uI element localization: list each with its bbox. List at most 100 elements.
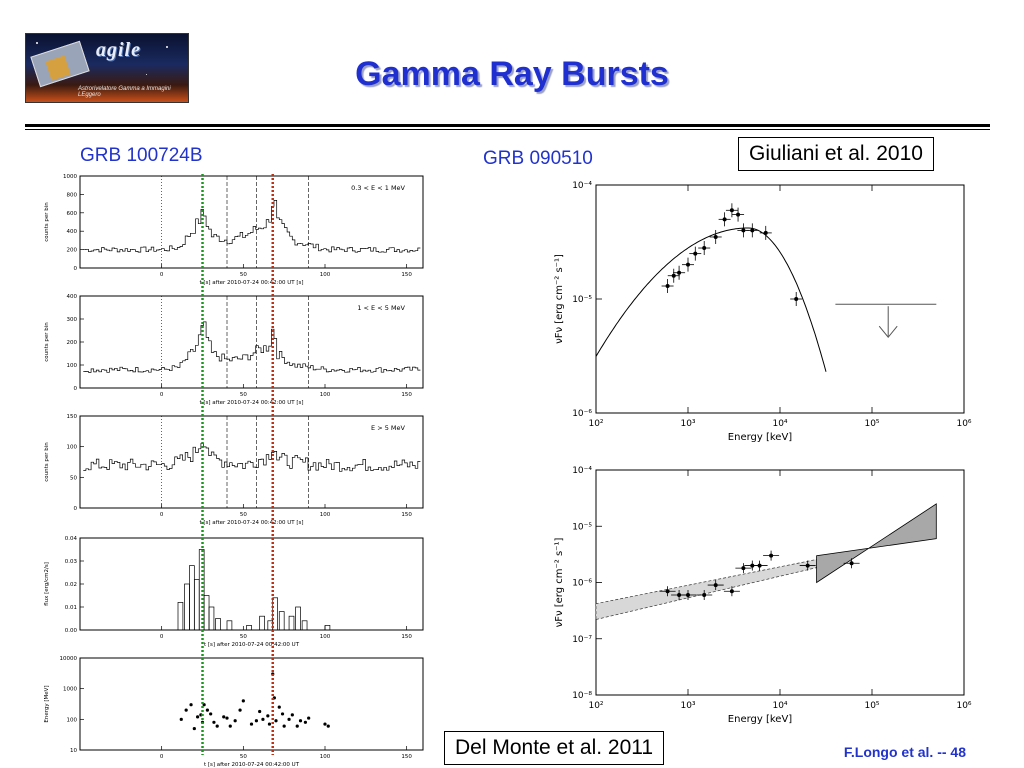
logo-subtitle: Astrorivelatore Gamma a Immagini LEggero <box>78 86 171 98</box>
panel-0-lightcurve <box>83 200 421 253</box>
top-data-point <box>794 297 799 301</box>
panel-2-ytick-label: 150 <box>67 414 78 420</box>
panel-frame-4 <box>79 657 424 751</box>
sp-bot-ylabel: νFν [erg cm⁻² s⁻¹] <box>554 538 565 628</box>
flux-bar <box>189 565 195 631</box>
bottom-data-point <box>713 583 718 588</box>
panel-3-xtick-label: 50 <box>240 634 247 640</box>
sp-bot-xlabel: Energy [keV] <box>728 714 793 725</box>
panel-1-ylabel: counts per bin <box>44 322 50 362</box>
photon-point <box>326 724 330 728</box>
agile-logo: agile Astrorivelatore Gamma a Immagini L… <box>25 33 189 103</box>
citation-del-monte: Del Monte et al. 2011 <box>444 731 665 765</box>
flux-bar <box>278 611 285 631</box>
bottom-data-point <box>741 566 746 571</box>
panel-2-xtick-label: 150 <box>401 512 412 518</box>
panel-0-xtick-label: 0 <box>160 272 164 278</box>
panel-1-lightcurve <box>83 321 421 373</box>
flux-bar <box>259 615 265 631</box>
panel-0-ytick-label: 800 <box>67 192 78 198</box>
panel-3-xtick-label: 150 <box>401 634 412 640</box>
panel-frame-0 <box>79 175 424 269</box>
sp-top-ytick-label: 10⁻⁴ <box>572 181 592 191</box>
panel-2-ylabel: counts per bin <box>44 442 50 482</box>
bottom-bowtie-high <box>816 503 937 584</box>
flux-bar <box>203 595 210 631</box>
panel-3-ytick-label: 0.01 <box>65 605 77 611</box>
photon-point <box>290 713 294 717</box>
flux-bar <box>193 579 200 631</box>
panel-3-xtick-label: 100 <box>320 634 331 640</box>
photon-point <box>261 717 265 721</box>
top-data-point <box>665 284 670 289</box>
panel-4-ylabel: Energy [MeV] <box>44 685 50 722</box>
sp-top-ytick-label: 10⁻⁵ <box>572 295 592 305</box>
flux-bar <box>272 597 278 631</box>
left-grb-label: GRB 100724B <box>80 145 203 166</box>
sp-bot-ytick-label: 10⁻⁸ <box>572 691 592 701</box>
panel-3-xtick-label: 0 <box>160 634 164 640</box>
panel-3-ytick-label: 0.02 <box>65 582 77 588</box>
photon-point <box>277 705 281 709</box>
panel-3-ylabel: flux [erg/cm2/s] <box>44 562 50 606</box>
bottom-data-point <box>769 553 774 558</box>
top-data-point <box>671 273 676 278</box>
photon-point <box>233 719 237 723</box>
panel-0-band-label: 0.3 < E < 1 MeV <box>351 184 405 192</box>
photon-point <box>282 724 286 728</box>
sp-bot-xtick-label: 10² <box>588 701 603 711</box>
sp-top-xtick-label: 10⁶ <box>956 419 971 429</box>
panel-1-ytick-label: 200 <box>67 340 78 346</box>
photon-point <box>267 722 272 726</box>
photon-point <box>189 703 193 707</box>
panel-1-ytick-label: 400 <box>67 294 78 300</box>
photon-point <box>287 717 291 721</box>
spectrum-bottom: 10² 10³ 10⁴ 10⁵ 10⁶ 10⁻⁴ 10⁻⁵ 10⁻⁶ 10⁻⁷ 10⁻⁸ Energ… <box>554 466 972 725</box>
top-data-point <box>741 228 746 233</box>
photon-point <box>222 715 226 719</box>
bottom-data-point <box>729 589 734 594</box>
top-data-point <box>686 262 690 267</box>
panel-0-xtick-label: 100 <box>320 272 331 278</box>
title-rule-thin <box>25 129 990 130</box>
flux-bar <box>215 618 221 631</box>
panel-0-ylabel: counts per bin <box>44 202 50 242</box>
photon-point <box>228 724 232 728</box>
photon-point <box>238 708 242 712</box>
top-model-curve <box>595 227 827 372</box>
page-title: Gamma Ray Bursts <box>355 55 669 93</box>
right-grb-label: GRB 090510 <box>483 148 593 169</box>
panel-4-xtick-label: 0 <box>160 754 164 760</box>
photon-point <box>295 724 299 728</box>
panel-1-ytick-label: 0 <box>74 386 78 392</box>
bottom-data-point <box>677 592 682 597</box>
sp-bot-ytick-label: 10⁻⁵ <box>572 522 592 532</box>
flux-bar <box>226 620 233 631</box>
bottom-data-point <box>702 592 707 597</box>
photon-point <box>192 726 196 731</box>
photon-point <box>225 716 229 720</box>
photon-point <box>274 719 278 723</box>
panel-1-xtick-label: 150 <box>401 392 412 398</box>
top-data-point <box>713 234 718 239</box>
photon-point <box>179 717 183 721</box>
flux-bar <box>246 625 252 631</box>
panel-0-ytick-label: 400 <box>67 229 78 235</box>
panel-2-ytick-label: 0 <box>74 506 78 512</box>
flux-bar <box>288 615 295 631</box>
sp-bot-ytick-label: 10⁻⁷ <box>572 635 592 645</box>
panel-4-ytick-label: 10 <box>70 748 77 754</box>
panel-2-ytick-label: 50 <box>70 475 77 481</box>
panel-frame-2 <box>79 415 424 509</box>
flux-bar <box>198 549 205 631</box>
panel-2-xtick-label: 50 <box>240 512 247 518</box>
photon-point <box>249 722 254 726</box>
panel-0-xtick-label: 150 <box>401 272 412 278</box>
bottom-data-point <box>665 589 670 594</box>
panel-2-lightcurve <box>83 443 421 472</box>
flux-bar <box>301 620 308 631</box>
panel-3-ytick-label: 0.00 <box>65 628 78 634</box>
top-data-point <box>702 246 707 251</box>
logo-word: agile <box>96 39 141 61</box>
top-data-point <box>763 230 768 235</box>
